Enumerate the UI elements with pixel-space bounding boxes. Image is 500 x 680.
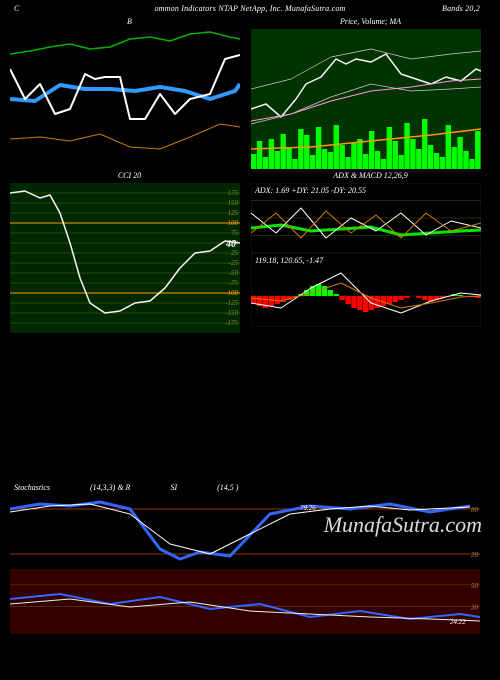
panel-b-svg	[10, 29, 240, 169]
stoch-section: Stochastics (14,3,3) & R SI (14,5 ) 80 20…	[0, 483, 500, 634]
stoch-svg: 80 20 79.26	[10, 494, 480, 569]
svg-text:100: 100	[228, 219, 239, 227]
panel-price-svg	[251, 29, 481, 169]
svg-text:-75: -75	[229, 279, 239, 287]
svg-text:80: 80	[471, 506, 479, 514]
svg-text:175: 175	[228, 189, 239, 197]
svg-text:20: 20	[471, 551, 479, 559]
svg-text:30: 30	[470, 604, 479, 612]
svg-text:119.18, 120.65, -1.47: 119.18, 120.65, -1.47	[255, 256, 324, 265]
svg-text:-150: -150	[225, 309, 238, 317]
si-label: SI	[170, 483, 177, 492]
svg-text:-175: -175	[225, 319, 238, 327]
panel-price: Price, Volume; MA	[251, 15, 490, 169]
page-header: C ommon Indicators NTAP NetApp, Inc. Mun…	[0, 0, 500, 15]
svg-text:-125: -125	[225, 299, 238, 307]
panel-price-title: Price, Volume; MA	[251, 15, 490, 29]
svg-text:-100: -100	[225, 289, 238, 297]
svg-text:ADX: 1.69 +DY: 21.05 -DY: 20.5: ADX: 1.69 +DY: 21.05 -DY: 20.55	[254, 186, 366, 195]
header-center: ommon Indicators NTAP NetApp, Inc. Munaf…	[154, 4, 345, 13]
stoch-label: Stochastics	[14, 483, 50, 492]
stoch-title-row: Stochastics (14,3,3) & R SI (14,5 )	[10, 483, 490, 494]
header-right: Bands 20,2	[442, 4, 480, 13]
panel-b: B	[10, 15, 249, 169]
rsi-svg: 50 30 24.22	[10, 569, 480, 634]
svg-text:79.26: 79.26	[300, 504, 316, 512]
panel-macd-svg: 119.18, 120.65, -1.47	[251, 253, 481, 327]
svg-text:-25: -25	[229, 259, 239, 267]
stoch-right: (14,5 )	[217, 483, 238, 492]
mid-grid: CCI 20 175150125100755025-25-50-75-100-1…	[0, 169, 500, 333]
header-left: C	[14, 4, 20, 13]
svg-text:-50: -50	[229, 269, 239, 277]
panel-cci: CCI 20 175150125100755025-25-50-75-100-1…	[10, 169, 249, 333]
panel-cci-title: CCI 20	[10, 169, 249, 183]
panel-b-title: B	[10, 15, 249, 29]
svg-text:40: 40	[225, 239, 236, 250]
svg-text:50: 50	[471, 582, 479, 590]
svg-text:150: 150	[228, 199, 239, 207]
top-grid: B Price, Volume; MA	[0, 15, 500, 169]
svg-text:25: 25	[231, 249, 239, 257]
panel-adx-title: ADX & MACD 12,26,9	[251, 169, 490, 183]
panel-adx-macd: ADX & MACD 12,26,9 ADX: 1.69 +DY: 21.05 …	[251, 169, 490, 333]
svg-text:24.22: 24.22	[450, 618, 466, 626]
stoch-params: (14,3,3) & R	[90, 483, 130, 492]
panel-adx-svg: ADX: 1.69 +DY: 21.05 -DY: 20.55	[251, 183, 481, 253]
panel-cci-svg: 175150125100755025-25-50-75-100-125-150-…	[10, 183, 240, 333]
svg-text:75: 75	[231, 229, 239, 237]
svg-text:125: 125	[228, 209, 239, 217]
